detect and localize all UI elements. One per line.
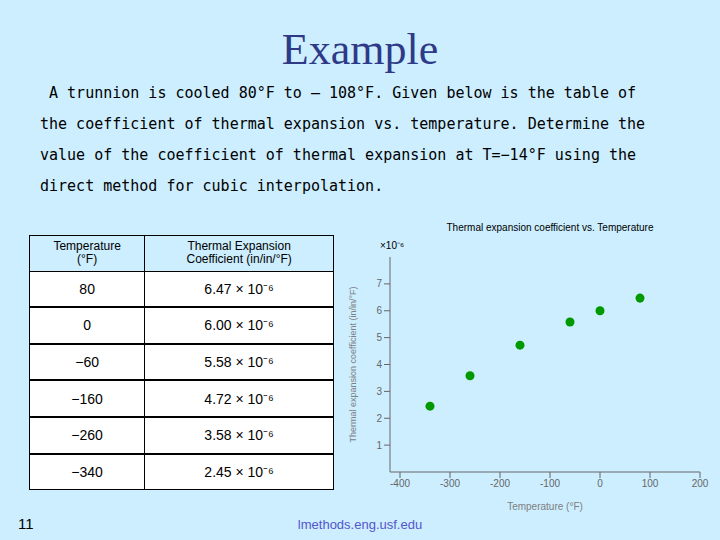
svg-text:7: 7 — [376, 278, 382, 289]
html-text:Thermal expansion coefficient: Thermal expansion coefficient vs. Temper… — [446, 222, 654, 233]
html-text:6.00 × 10⁻⁶: 6.00 × 10⁻⁶ — [204, 317, 274, 334]
html-text:A trunnion is cooled 80°F to –: A trunnion is cooled 80°F to – 108°F. Gi… — [40, 84, 636, 102]
svg-text:Thermal expansion coefficient: Thermal expansion coefficient (in/in/°F) — [348, 286, 358, 442]
svg-text:200: 200 — [692, 478, 709, 489]
html-text:−160: −160 — [71, 390, 103, 407]
svg-text:0: 0 — [597, 478, 603, 489]
svg-text:1: 1 — [376, 440, 382, 451]
svg-text:Temperature (°F): Temperature (°F) — [507, 501, 583, 512]
html-text:80: 80 — [79, 280, 95, 297]
svg-text:6: 6 — [376, 305, 382, 316]
html-text:×10⁻⁶: ×10⁻⁶ — [380, 240, 405, 251]
svg-text:-200: -200 — [490, 478, 510, 489]
html-text:Temperature (°F): Temperature (°F) — [53, 238, 121, 267]
html-text:−340: −340 — [71, 463, 103, 480]
html-text:−260: −260 — [71, 427, 103, 444]
svg-text:5: 5 — [376, 332, 382, 343]
html-text:4.72 × 10⁻⁶: 4.72 × 10⁻⁶ — [204, 390, 274, 407]
svg-text:3: 3 — [376, 386, 382, 397]
html-text:value of the coefficient of th: value of the coefficient of thermal expa… — [40, 146, 636, 164]
svg-text:4: 4 — [376, 359, 382, 370]
html-text:2.45 × 10⁻⁶: 2.45 × 10⁻⁶ — [204, 463, 274, 480]
html-text:the coefficient of thermal exp: the coefficient of thermal expansion vs.… — [40, 115, 646, 133]
html-text:direct method for cubic interp: direct method for cubic interpolation. — [40, 177, 384, 195]
svg-text:100: 100 — [642, 478, 659, 489]
html-text:5.58 × 10⁻⁶: 5.58 × 10⁻⁶ — [204, 354, 274, 370]
svg-text:-100: -100 — [540, 478, 560, 489]
svg-text:2: 2 — [376, 413, 382, 424]
html-text:Example: Example — [281, 25, 439, 74]
html-text:11: 11 — [18, 515, 34, 532]
svg-text:-300: -300 — [440, 478, 460, 489]
html-text:lmethods.eng.usf.edu: lmethods.eng.usf.edu — [297, 517, 423, 532]
html-text:Thermal Expansion Coefficient: Thermal Expansion Coefficient (in/in/°F) — [186, 238, 292, 267]
html-text:6.47 × 10⁻⁶: 6.47 × 10⁻⁶ — [204, 280, 274, 297]
html-text:3.58 × 10⁻⁶: 3.58 × 10⁻⁶ — [204, 427, 274, 444]
svg-text:-400: -400 — [390, 478, 410, 489]
html-text:0: 0 — [83, 317, 91, 334]
html-text:−60: −60 — [75, 354, 99, 370]
